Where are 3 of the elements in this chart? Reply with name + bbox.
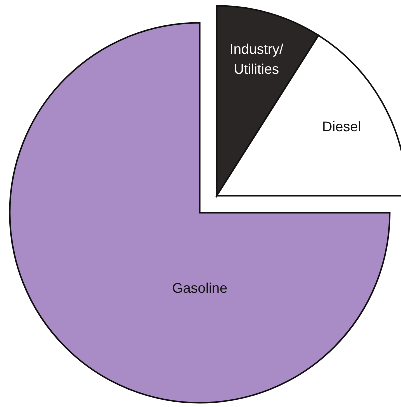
slice-label: Gasoline [172, 280, 228, 296]
slice-label: Diesel [322, 118, 362, 134]
slice-label: Industry/ Utilities [230, 40, 284, 77]
